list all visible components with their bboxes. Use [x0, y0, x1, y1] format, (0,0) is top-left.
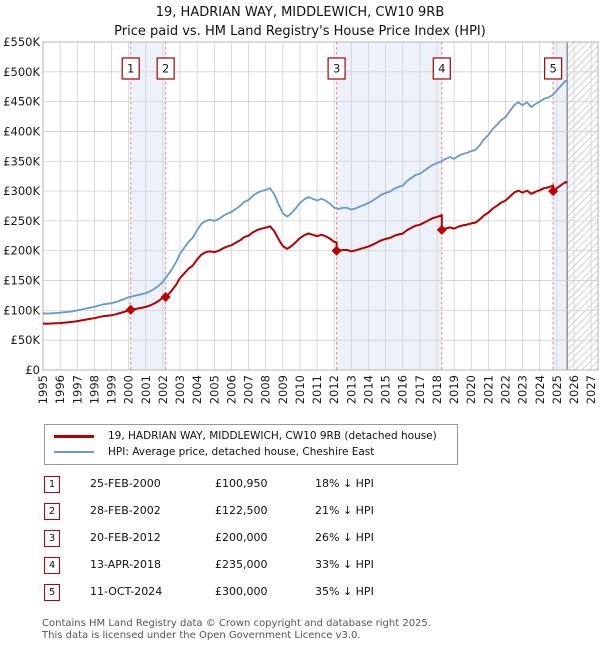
- sale-vs-hpi: 26% ↓ HPI: [315, 531, 374, 544]
- property-line-label: 19, HADRIAN WAY, MIDDLEWICH, CW10 9RB (d…: [108, 430, 437, 442]
- y-axis-labels: £0 £50K £100K £150K £200K £250K £300K £350K £400…: [3, 35, 40, 377]
- svg-text:1995: 1995: [36, 375, 50, 404]
- svg-text:2016: 2016: [396, 375, 410, 404]
- svg-text:2025: 2025: [550, 375, 564, 404]
- svg-text:2002: 2002: [156, 375, 170, 404]
- hpi-line: [42, 79, 568, 315]
- svg-text:2009: 2009: [276, 375, 290, 404]
- x-axis-labels: 1995 1996 1997 1998 1999 2000 2001 2002 2003 2004…: [36, 375, 598, 404]
- svg-text:2005: 2005: [207, 375, 221, 404]
- price-history-chart: 1 2 3 4 5 £0 £50K £100K £150K £200K £250K £300K £350…: [3, 35, 599, 404]
- svg-text:1999: 1999: [105, 375, 119, 404]
- sale-vs-hpi: 35% ↓ HPI: [315, 585, 374, 598]
- svg-text:2014: 2014: [361, 375, 375, 404]
- svg-text:2027: 2027: [584, 375, 598, 404]
- sale-vs-hpi: 21% ↓ HPI: [315, 504, 374, 517]
- svg-text:3: 3: [333, 62, 340, 76]
- legend-row-hpi: HPI: Average price, detached house, Ches…: [45, 444, 457, 460]
- svg-text:2012: 2012: [327, 375, 341, 404]
- sale-row-3: 3 20-FEB-2012 £200,000 26% ↓ HPI: [44, 530, 524, 550]
- grid-lines: [42, 41, 598, 371]
- legend-row-property: 19, HADRIAN WAY, MIDDLEWICH, CW10 9RB (d…: [45, 428, 457, 444]
- svg-text:2003: 2003: [173, 375, 187, 404]
- svg-text:2022: 2022: [499, 375, 513, 404]
- svg-text:£250K: £250K: [3, 214, 40, 228]
- svg-text:£200K: £200K: [3, 244, 40, 258]
- sale-number-badge: 2: [44, 503, 60, 520]
- svg-text:1996: 1996: [53, 375, 67, 404]
- svg-text:£400K: £400K: [3, 124, 40, 138]
- sale-price: £122,500: [215, 504, 268, 517]
- svg-text:2001: 2001: [139, 375, 153, 404]
- svg-text:2004: 2004: [190, 375, 204, 404]
- chart-title: 19, HADRIAN WAY, MIDDLEWICH, CW10 9RB: [155, 5, 445, 20]
- sale-date: 11-OCT-2024: [90, 585, 163, 598]
- sale-number-badge: 1: [44, 476, 60, 493]
- svg-text:£300K: £300K: [3, 184, 40, 198]
- sale-date: 28-FEB-2002: [90, 504, 161, 517]
- svg-text:£350K: £350K: [3, 154, 40, 168]
- svg-text:2021: 2021: [481, 375, 495, 404]
- svg-text:5: 5: [549, 62, 556, 76]
- svg-text:2011: 2011: [310, 375, 324, 404]
- svg-text:2026: 2026: [567, 375, 581, 404]
- svg-text:2013: 2013: [344, 375, 358, 404]
- svg-text:£500K: £500K: [3, 65, 40, 79]
- svg-text:4: 4: [438, 62, 445, 76]
- svg-text:2007: 2007: [242, 375, 256, 404]
- sale-number-badge: 4: [44, 557, 60, 574]
- svg-text:1: 1: [127, 62, 134, 76]
- sale-date: 20-FEB-2012: [90, 531, 161, 544]
- property-line-swatch: [54, 434, 94, 438]
- property-price-line: [42, 181, 568, 325]
- sale-number-flags: 1 2 3 4 5: [121, 57, 563, 80]
- license-footer: Contains HM Land Registry data © Crown c…: [42, 618, 431, 641]
- hpi-line-label: HPI: Average price, detached house, Ches…: [108, 446, 375, 458]
- svg-text:2023: 2023: [516, 375, 530, 404]
- sale-vs-hpi: 18% ↓ HPI: [315, 477, 374, 490]
- svg-text:2008: 2008: [259, 375, 273, 404]
- sale-row-4: 4 13-APR-2018 £235,000 33% ↓ HPI: [44, 557, 524, 577]
- svg-text:2000: 2000: [122, 375, 136, 404]
- svg-text:2020: 2020: [464, 375, 478, 404]
- svg-text:£0: £0: [25, 363, 40, 377]
- sale-date: 13-APR-2018: [90, 558, 162, 571]
- sale-period-bands: [130, 42, 568, 370]
- sale-row-1: 1 25-FEB-2000 £100,950 18% ↓ HPI: [44, 476, 524, 496]
- svg-text:£450K: £450K: [3, 95, 40, 109]
- sale-number-badge: 3: [44, 530, 60, 547]
- plot-border: [42, 41, 599, 371]
- svg-text:1997: 1997: [70, 375, 84, 404]
- svg-text:£550K: £550K: [3, 35, 40, 49]
- legend: 19, HADRIAN WAY, MIDDLEWICH, CW10 9RB (d…: [44, 424, 458, 465]
- footer-line-2: This data is licensed under the Open Gov…: [42, 629, 361, 641]
- sale-price: £300,000: [215, 585, 268, 598]
- svg-text:2010: 2010: [293, 375, 307, 404]
- sale-date: 25-FEB-2000: [90, 477, 161, 490]
- sale-vs-hpi: 33% ↓ HPI: [315, 558, 374, 571]
- svg-text:2019: 2019: [447, 375, 461, 404]
- sale-price: £235,000: [215, 558, 268, 571]
- footer-line-1: Contains HM Land Registry data © Crown c…: [42, 618, 431, 629]
- future-hatch-region: [566, 42, 598, 370]
- chart-subtitle: Price paid vs. HM Land Registry's House …: [114, 24, 486, 39]
- svg-text:2018: 2018: [430, 375, 444, 404]
- svg-text:2: 2: [162, 62, 169, 76]
- svg-text:2017: 2017: [413, 375, 427, 404]
- sale-number-badge: 5: [44, 584, 60, 601]
- svg-text:2024: 2024: [533, 375, 547, 404]
- sale-row-2: 2 28-FEB-2002 £122,500 21% ↓ HPI: [44, 503, 524, 523]
- svg-text:£150K: £150K: [3, 274, 40, 288]
- svg-text:1998: 1998: [87, 375, 101, 404]
- sale-price: £100,950: [215, 477, 268, 490]
- sale-price: £200,000: [215, 531, 268, 544]
- sale-row-5: 5 11-OCT-2024 £300,000 35% ↓ HPI: [44, 584, 524, 604]
- hpi-line-swatch: [54, 451, 94, 453]
- sale-markers: [125, 186, 559, 315]
- svg-text:2015: 2015: [379, 375, 393, 404]
- svg-text:£100K: £100K: [3, 303, 40, 317]
- svg-text:2006: 2006: [224, 375, 238, 404]
- svg-text:£50K: £50K: [11, 333, 41, 347]
